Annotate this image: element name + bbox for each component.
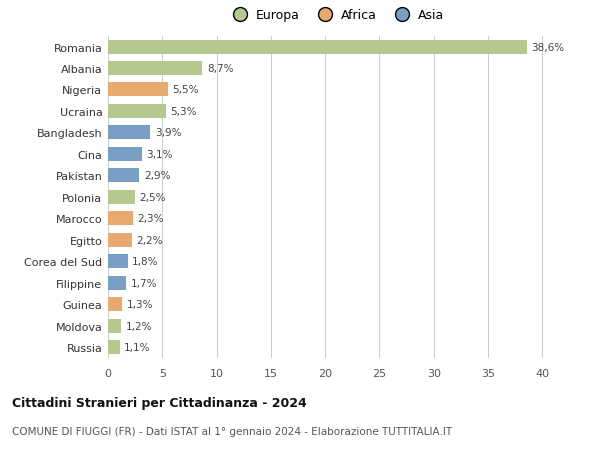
- Bar: [108, 276, 127, 290]
- Text: COMUNE DI FIUGGI (FR) - Dati ISTAT al 1° gennaio 2024 - Elaborazione TUTTITALIA.: COMUNE DI FIUGGI (FR) - Dati ISTAT al 1°…: [12, 426, 452, 436]
- Bar: [108, 212, 133, 226]
- Text: 5,5%: 5,5%: [172, 85, 199, 95]
- Bar: [108, 297, 122, 311]
- Text: 1,1%: 1,1%: [124, 342, 151, 353]
- Text: 3,1%: 3,1%: [146, 150, 173, 160]
- Bar: [108, 190, 135, 204]
- Text: 2,3%: 2,3%: [137, 214, 164, 224]
- Text: Cittadini Stranieri per Cittadinanza - 2024: Cittadini Stranieri per Cittadinanza - 2…: [12, 396, 307, 409]
- Bar: [108, 319, 121, 333]
- Text: 2,5%: 2,5%: [139, 192, 166, 202]
- Text: 1,8%: 1,8%: [132, 257, 158, 267]
- Text: 8,7%: 8,7%: [207, 64, 233, 74]
- Text: 3,9%: 3,9%: [155, 128, 181, 138]
- Bar: [108, 341, 120, 354]
- Text: 1,3%: 1,3%: [127, 299, 153, 309]
- Text: 5,3%: 5,3%: [170, 106, 196, 117]
- Bar: [108, 169, 139, 183]
- Text: 1,2%: 1,2%: [125, 321, 152, 331]
- Text: 2,9%: 2,9%: [144, 171, 170, 181]
- Text: 1,7%: 1,7%: [131, 278, 157, 288]
- Legend: Europa, Africa, Asia: Europa, Africa, Asia: [223, 4, 449, 27]
- Bar: [108, 126, 151, 140]
- Bar: [108, 84, 168, 97]
- Bar: [108, 147, 142, 162]
- Text: 2,2%: 2,2%: [136, 235, 163, 245]
- Bar: [108, 62, 202, 76]
- Bar: [108, 40, 527, 54]
- Text: 38,6%: 38,6%: [532, 42, 565, 52]
- Bar: [108, 255, 128, 269]
- Bar: [108, 105, 166, 118]
- Bar: [108, 233, 132, 247]
